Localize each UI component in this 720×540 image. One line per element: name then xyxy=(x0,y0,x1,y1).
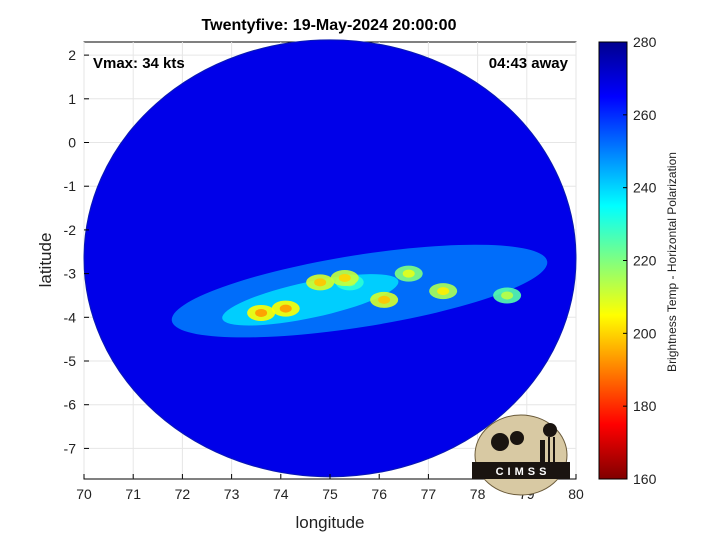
colorbar-tick-label: 240 xyxy=(633,180,657,196)
x-tick-label: 76 xyxy=(371,486,387,502)
colorbar-tick-label: 160 xyxy=(633,471,657,487)
colorbar-ticks: 280 260 240 220 200 180 160 xyxy=(623,34,657,487)
colorbar-tick-label: 280 xyxy=(633,34,657,50)
time-away-annotation: 04:43 away xyxy=(489,55,569,72)
x-tick-label: 78 xyxy=(470,486,486,502)
swath xyxy=(84,39,576,477)
vmax-annotation: Vmax: 34 kts xyxy=(93,55,185,72)
y-tick-label: -5 xyxy=(64,353,77,369)
x-tick-label: 74 xyxy=(273,486,289,502)
y-axis-ticks: 2 1 0 -1 -2 -3 -4 -5 -6 -7 xyxy=(64,47,89,456)
y-tick-label: 2 xyxy=(68,47,76,63)
brightness-temp-core xyxy=(314,278,327,287)
x-tick-label: 71 xyxy=(125,486,141,502)
cimss-logo-text: CIMSS xyxy=(496,466,551,478)
y-tick-label: -4 xyxy=(64,309,77,325)
colorbar-tick-label: 220 xyxy=(633,253,657,269)
x-tick-label: 73 xyxy=(224,486,240,502)
brightness-temp-core xyxy=(437,287,450,296)
brightness-temp-core xyxy=(402,269,415,278)
brightness-temp-core xyxy=(501,291,514,300)
x-tick-label: 70 xyxy=(76,486,92,502)
brightness-temp-core xyxy=(255,308,268,317)
swath-background xyxy=(84,39,576,477)
x-tick-label: 72 xyxy=(175,486,191,502)
chart-title: Twentyfive: 19-May-2024 20:00:00 xyxy=(202,17,457,34)
y-tick-label: -1 xyxy=(64,178,77,194)
colorbar xyxy=(598,41,628,480)
x-tick-label: 77 xyxy=(421,486,437,502)
x-tick-label: 75 xyxy=(322,486,338,502)
brightness-temp-core xyxy=(338,273,351,282)
y-tick-label: -7 xyxy=(64,440,77,456)
y-tick-label: -6 xyxy=(64,397,77,413)
y-axis-label: latitude xyxy=(36,233,55,288)
colorbar-tick-label: 180 xyxy=(633,398,657,414)
colorbar-tick-label: 260 xyxy=(633,107,657,123)
y-tick-label: -3 xyxy=(64,266,77,282)
brightness-temp-core xyxy=(279,304,292,313)
colorbar-label: Brightness Temp - Horizontal Polarizatio… xyxy=(665,152,679,372)
x-axis-label: longitude xyxy=(295,513,364,532)
x-tick-label: 80 xyxy=(568,486,584,502)
y-tick-label: 0 xyxy=(68,135,76,151)
cimss-logo: CIMSS xyxy=(472,414,570,496)
brightness-temp-core xyxy=(378,295,391,304)
y-tick-label: 1 xyxy=(68,91,76,107)
y-tick-label: -2 xyxy=(64,222,77,238)
colorbar-tick-label: 200 xyxy=(633,325,657,341)
